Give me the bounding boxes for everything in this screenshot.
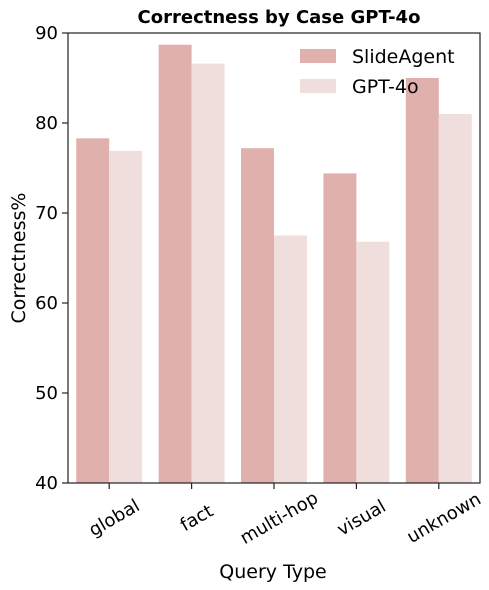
bar-global-gpt-4o <box>109 150 143 483</box>
bar-global-slideagent <box>76 138 110 484</box>
y-tick-label: 40 <box>35 473 58 494</box>
y-tick-label: 80 <box>35 113 58 134</box>
bar-visual-gpt-4o <box>356 241 390 483</box>
x-tick-label: fact <box>177 501 217 536</box>
legend-swatch <box>300 49 336 63</box>
legend-swatch <box>300 79 336 93</box>
y-tick-label: 60 <box>35 293 58 314</box>
legend-label: GPT-4o <box>352 76 419 98</box>
bar-visual-slideagent <box>323 173 357 483</box>
x-axis-label: Query Type <box>219 561 326 583</box>
bar-multi-hop-gpt-4o <box>274 235 307 483</box>
legend-label: SlideAgent <box>352 46 455 68</box>
bar-fact-gpt-4o <box>191 63 225 483</box>
y-tick-label: 70 <box>35 203 58 224</box>
bar-multi-hop-slideagent <box>241 148 274 483</box>
x-tick-label: unknown <box>403 489 484 548</box>
chart-title: Correctness by Case GPT-4o <box>138 7 421 28</box>
x-tick-label: global <box>85 495 143 541</box>
x-tick-label: multi-hop <box>237 488 322 549</box>
y-tick-label: 50 <box>35 383 58 404</box>
bars-layer <box>76 44 472 484</box>
legend: SlideAgent GPT-4o <box>300 46 455 98</box>
bar-fact-slideagent <box>158 44 192 483</box>
y-tick-label: 90 <box>35 23 58 44</box>
bar-unknown-slideagent <box>405 78 439 483</box>
x-tick-label: visual <box>334 496 390 540</box>
bar-unknown-gpt-4o <box>438 114 472 483</box>
y-axis-label: Correctness% <box>8 193 30 324</box>
